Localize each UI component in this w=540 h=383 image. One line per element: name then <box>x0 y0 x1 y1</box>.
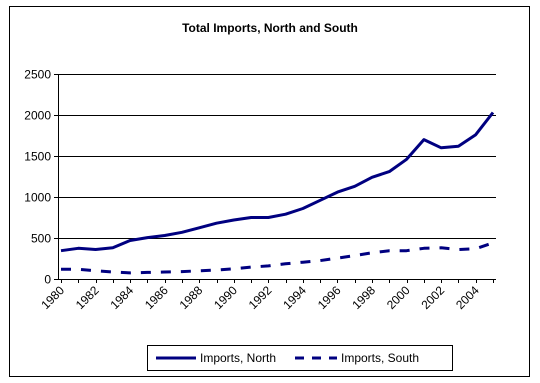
chart-area-border <box>9 6 530 377</box>
series-lines <box>60 111 495 275</box>
series-line-north <box>60 111 495 253</box>
y-tick-label: 1500 <box>24 150 51 164</box>
series-line-south <box>61 241 494 275</box>
y-axis-ticks: 0 500 1000 1500 2000 2500 <box>24 68 58 287</box>
y-tick-label: 2500 <box>24 68 51 82</box>
gridlines <box>58 74 496 239</box>
chart-title: Total Imports, North and South <box>182 21 358 35</box>
y-tick-label: 1000 <box>24 191 51 205</box>
legend-label-north: Imports, North <box>200 351 276 365</box>
legend: Imports, North Imports, South <box>147 345 453 371</box>
y-tick-label: 500 <box>31 232 51 246</box>
legend-label-south: Imports, South <box>341 351 419 365</box>
y-tick-label: 2000 <box>24 109 51 123</box>
y-tick-label: 0 <box>44 273 51 287</box>
